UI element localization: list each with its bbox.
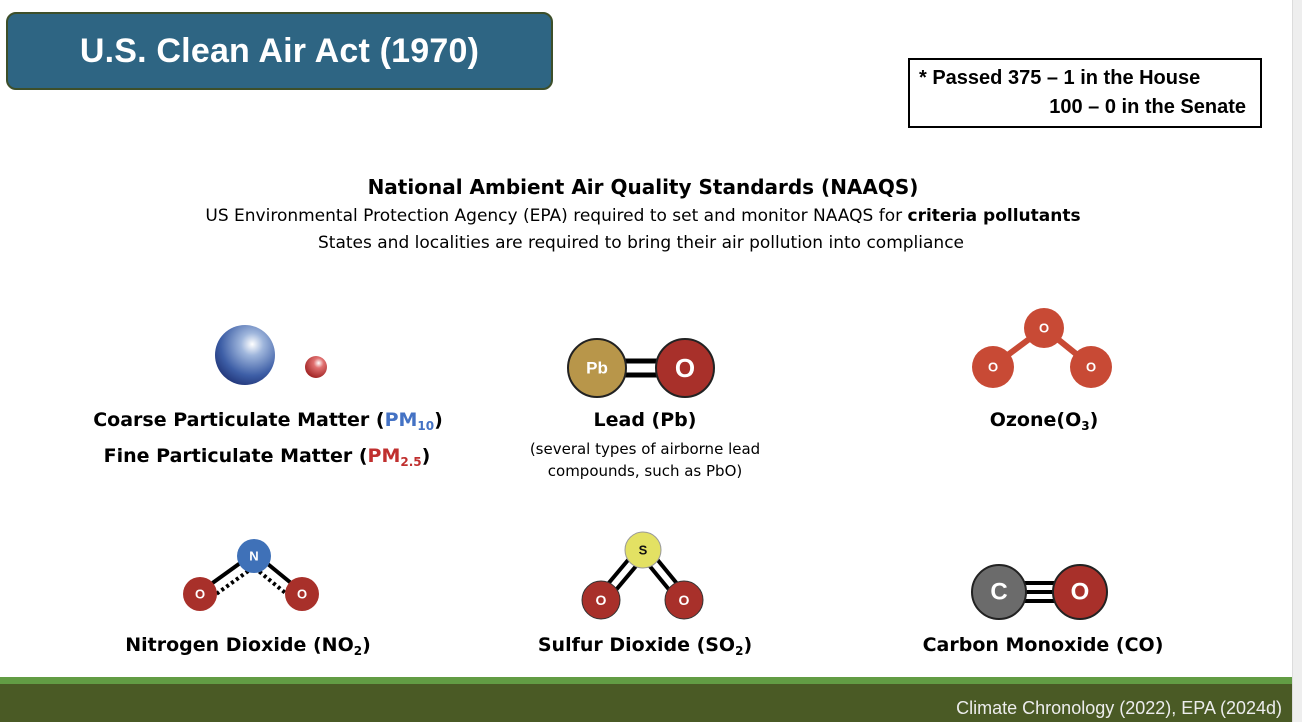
slide-title: U.S. Clean Air Act (1970) [79, 31, 480, 70]
sulfur-dioxide-molecule: S O O [581, 531, 704, 620]
oxygen-atom [664, 580, 704, 620]
so2-label-text: Sulfur Dioxide (SO [537, 634, 736, 656]
svg-text:Pb: Pb [586, 359, 608, 378]
pm10-symbol: PM [384, 409, 418, 431]
footer-band: Climate Chronology (2022), EPA (2024d) [0, 684, 1292, 722]
no2-close: ) [362, 634, 371, 656]
naaqs-heading: National Ambient Air Quality Standards (… [367, 175, 919, 199]
oxygen-atom [1052, 564, 1108, 620]
pm25-label-text: Fine Particulate Matter ( [103, 445, 368, 467]
svg-text:O: O [679, 592, 690, 608]
svg-text:O: O [1086, 360, 1096, 375]
pm10-close: ) [434, 409, 443, 431]
slide-title-box: U.S. Clean Air Act (1970) [6, 12, 553, 90]
ozone-molecule: O O O [972, 308, 1112, 388]
fine-particle-sphere [305, 356, 327, 378]
scrollbar[interactable] [1292, 0, 1302, 722]
ozone-label-text: Ozone(O [989, 409, 1082, 431]
pm25-label: Fine Particulate Matter (PM2.5) [103, 445, 431, 469]
svg-text:C: C [990, 579, 1007, 606]
no2-label: Nitrogen Dioxide (NO2) [125, 634, 371, 658]
carbon-monoxide-molecule: C O [971, 564, 1108, 620]
naaqs-line-1: US Environmental Protection Agency (EPA)… [205, 206, 1080, 226]
pm10-label: Coarse Particulate Matter (PM10) [93, 409, 443, 433]
ozone-label: Ozone(O3) [989, 409, 1099, 433]
oxygen-atom [1070, 346, 1112, 388]
nitrogen-dioxide-molecule: N O O [183, 539, 319, 611]
svg-text:O: O [195, 587, 205, 602]
svg-text:O: O [297, 587, 307, 602]
svg-text:O: O [675, 353, 695, 383]
lead-oxide-molecule: Pb O [567, 338, 715, 398]
so2-close: ) [743, 634, 753, 656]
criteria-pollutants: criteria pollutants [907, 206, 1081, 226]
so2-subscript: 2 [735, 644, 744, 658]
svg-text:O: O [988, 360, 998, 375]
pm25-symbol: PM [367, 445, 401, 467]
oxygen-atom [972, 346, 1014, 388]
nitrogen-atom [237, 539, 271, 573]
oxygen-atom [655, 338, 715, 398]
pm25-close: ) [421, 445, 431, 467]
vote-house: * Passed 375 – 1 in the House [919, 67, 1201, 89]
vote-senate: 100 – 0 in the Senate [1049, 96, 1246, 118]
ozone-subscript: 3 [1081, 419, 1090, 433]
naaqs-line-2: States and localities are required to br… [318, 233, 964, 253]
ozone-close: ) [1089, 409, 1099, 431]
oxygen-atom [581, 580, 621, 620]
sulfur-atom [624, 531, 662, 569]
svg-text:S: S [639, 543, 648, 558]
svg-text:O: O [1039, 321, 1049, 336]
svg-text:O: O [1071, 579, 1090, 606]
pm10-subscript: 10 [417, 419, 435, 433]
svg-text:O: O [596, 592, 607, 608]
lead-note-1: (several types of airborne lead [529, 440, 761, 458]
carbon-atom [971, 564, 1027, 620]
so2-label: Sulfur Dioxide (SO2) [537, 634, 753, 658]
lead-atom [567, 338, 627, 398]
naaqs-line-1-text: US Environmental Protection Agency (EPA)… [205, 206, 908, 226]
oxygen-atom [1024, 308, 1064, 348]
svg-text:N: N [249, 549, 258, 564]
footer-citation: Climate Chronology (2022), EPA (2024d) [956, 698, 1282, 718]
no2-subscript: 2 [353, 644, 363, 658]
co-label: Carbon Monoxide (CO) [922, 634, 1164, 656]
lead-label: Lead (Pb) [593, 409, 697, 431]
lead-note-2: compounds, such as PbO) [547, 462, 743, 480]
oxygen-atom [183, 577, 217, 611]
vote-box: * Passed 375 – 1 in the House 100 – 0 in… [908, 58, 1262, 128]
pm25-subscript: 2.5 [400, 455, 422, 469]
no2-label-text: Nitrogen Dioxide (NO [125, 634, 354, 656]
oxygen-atom [285, 577, 319, 611]
footer-accent-line [0, 677, 1292, 684]
coarse-particle-sphere [215, 325, 275, 385]
pm10-label-text: Coarse Particulate Matter ( [93, 409, 385, 431]
particulate-matter-spheres [215, 325, 327, 385]
